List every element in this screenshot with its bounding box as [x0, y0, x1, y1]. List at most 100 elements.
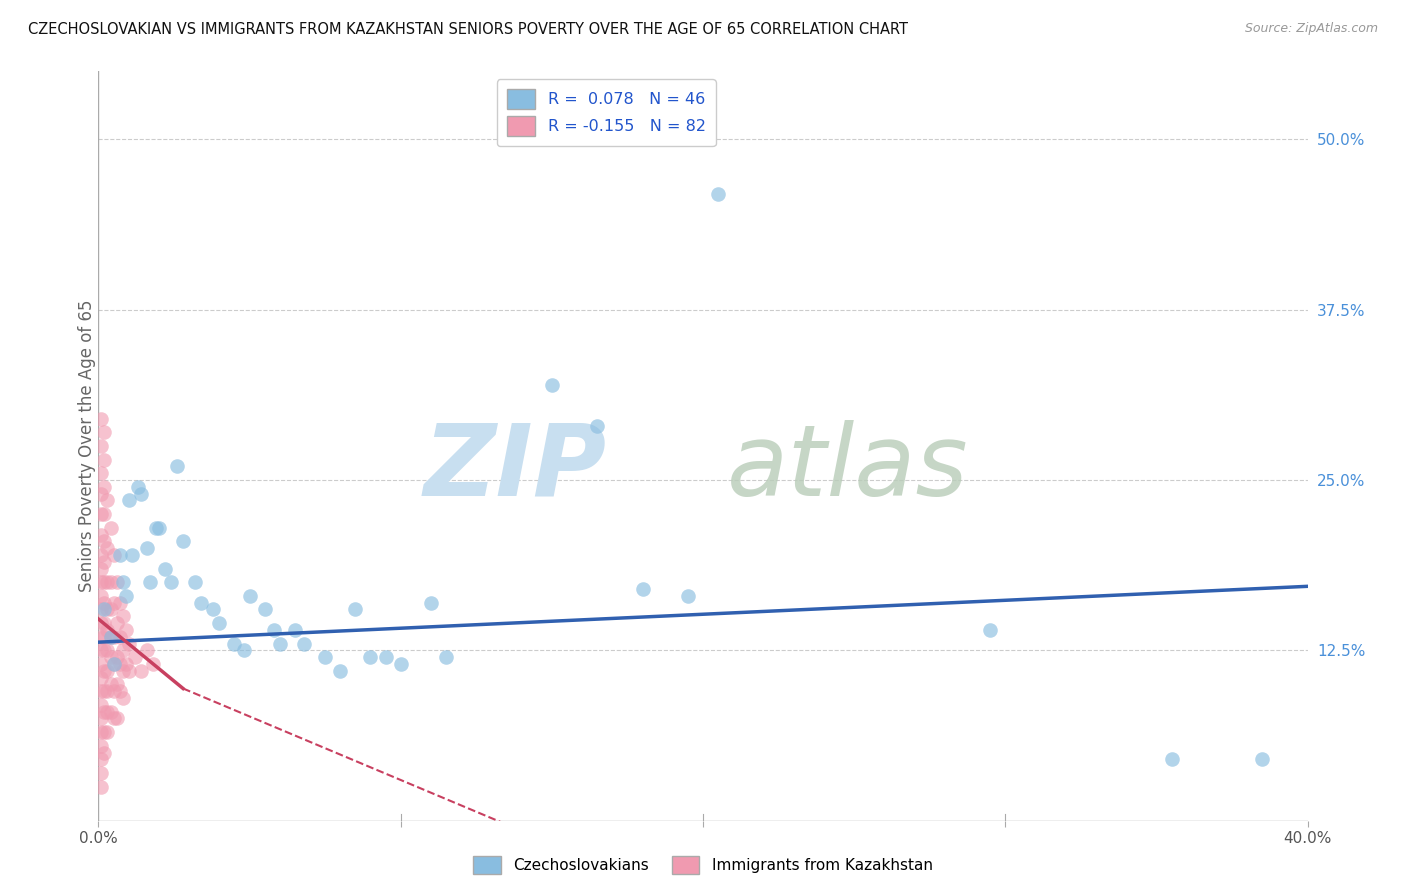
Point: [93, 575, 115, 590]
Point: [96, 602, 118, 616]
Point: [129, 664, 152, 678]
Point: [90, 657, 112, 671]
Point: [100, 650, 122, 665]
Point: [93, 705, 115, 719]
Point: [1160, 752, 1182, 766]
Point: [90, 752, 112, 766]
Point: [540, 377, 562, 392]
Point: [103, 711, 125, 725]
Point: [90, 780, 112, 794]
Point: [90, 766, 112, 780]
Point: [103, 630, 125, 644]
Point: [108, 684, 131, 698]
Point: [114, 657, 136, 671]
Point: [105, 677, 128, 691]
Point: [90, 630, 112, 644]
Point: [100, 521, 122, 535]
Point: [93, 684, 115, 698]
Point: [172, 534, 194, 549]
Point: [434, 650, 457, 665]
Point: [90, 602, 112, 616]
Point: [90, 507, 112, 521]
Point: [108, 657, 131, 671]
Point: [124, 650, 146, 665]
Point: [111, 575, 134, 590]
Point: [166, 459, 188, 474]
Point: [105, 650, 128, 665]
Point: [93, 602, 115, 616]
Point: [93, 555, 115, 569]
Point: [118, 664, 141, 678]
Point: [284, 623, 307, 637]
Point: [329, 664, 352, 678]
Point: [263, 623, 285, 637]
Point: [160, 575, 183, 590]
Point: [100, 575, 122, 590]
Point: [184, 575, 207, 590]
Text: CZECHOSLOVAKIAN VS IMMIGRANTS FROM KAZAKHSTAN SENIORS POVERTY OVER THE AGE OF 65: CZECHOSLOVAKIAN VS IMMIGRANTS FROM KAZAK…: [28, 22, 908, 37]
Point: [90, 467, 112, 481]
Point: [344, 602, 367, 616]
Point: [1251, 752, 1274, 766]
Point: [707, 186, 730, 201]
Text: ZIP: ZIP: [423, 420, 606, 517]
Point: [139, 575, 162, 590]
Point: [153, 561, 176, 575]
Point: [239, 589, 262, 603]
Point: [190, 596, 212, 610]
Point: [96, 684, 118, 698]
Point: [90, 575, 112, 590]
Point: [103, 548, 125, 562]
Point: [100, 677, 122, 691]
Point: [93, 534, 115, 549]
Text: Source: ZipAtlas.com: Source: ZipAtlas.com: [1244, 22, 1378, 36]
Point: [90, 711, 112, 725]
Point: [96, 541, 118, 556]
Point: [96, 575, 118, 590]
Point: [93, 596, 115, 610]
Point: [93, 664, 115, 678]
Point: [90, 725, 112, 739]
Point: [108, 548, 131, 562]
Point: [93, 630, 115, 644]
Point: [90, 561, 112, 575]
Point: [103, 657, 125, 671]
Point: [93, 746, 115, 760]
Point: [979, 623, 1001, 637]
Point: [93, 643, 115, 657]
Point: [108, 630, 131, 644]
Point: [90, 527, 112, 541]
Point: [105, 711, 128, 725]
Point: [111, 691, 134, 706]
Point: [631, 582, 654, 596]
Point: [114, 589, 136, 603]
Point: [676, 589, 699, 603]
Point: [96, 643, 118, 657]
Point: [96, 664, 118, 678]
Point: [100, 630, 122, 644]
Point: [224, 636, 246, 650]
Legend: Czechoslovakians, Immigrants from Kazakhstan: Czechoslovakians, Immigrants from Kazakh…: [467, 850, 939, 880]
Point: [96, 725, 118, 739]
Legend: R =  0.078   N = 46, R = -0.155   N = 82: R = 0.078 N = 46, R = -0.155 N = 82: [496, 79, 716, 146]
Point: [100, 630, 122, 644]
Point: [202, 602, 225, 616]
Point: [93, 616, 115, 631]
Point: [114, 623, 136, 637]
Point: [100, 602, 122, 616]
Point: [253, 602, 276, 616]
Point: [135, 541, 157, 556]
Point: [100, 705, 122, 719]
Point: [90, 548, 112, 562]
Point: [129, 486, 152, 500]
Point: [90, 616, 112, 631]
Point: [269, 636, 291, 650]
Point: [314, 650, 336, 665]
Point: [103, 596, 125, 610]
Point: [90, 411, 112, 425]
Point: [103, 657, 125, 671]
Point: [111, 643, 134, 657]
Point: [118, 636, 141, 650]
Point: [90, 439, 112, 453]
Point: [93, 480, 115, 494]
